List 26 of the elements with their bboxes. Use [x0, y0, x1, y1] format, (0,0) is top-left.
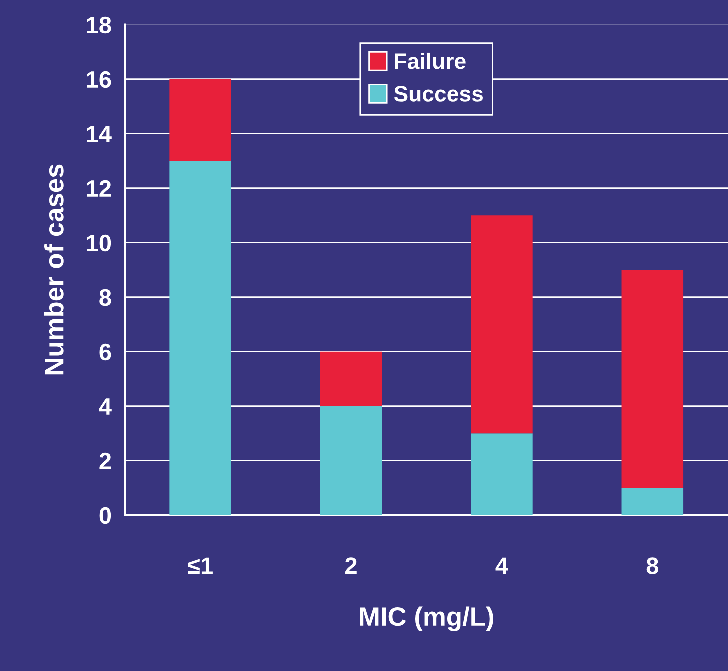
legend-label: Success: [394, 86, 484, 102]
x-tick-label: ≤1: [188, 558, 213, 574]
bar: [471, 216, 533, 434]
y-tick-label: 10: [87, 234, 112, 252]
x-axis-title: MIC (mg/L): [360, 606, 494, 632]
legend-label: Failure: [395, 52, 466, 70]
y-tick-label: 6: [100, 344, 112, 361]
x-tick-label: 4: [496, 558, 508, 574]
x-tick-label: 2: [346, 558, 357, 574]
y-tick-label: 12: [87, 180, 112, 197]
bar: [471, 434, 533, 516]
bar: [170, 79, 232, 162]
y-tick-label: 14: [87, 126, 112, 142]
y-tick-label: 4: [99, 398, 112, 415]
x-tick-label: 8: [646, 558, 658, 574]
bar: [170, 161, 232, 516]
bar: [320, 352, 382, 406]
y-tick-label: 18: [87, 16, 112, 34]
y-tick-label: 16: [87, 71, 112, 88]
y-tick-label: 8: [100, 289, 112, 306]
bar: [622, 488, 684, 516]
y-tick-label: 2: [100, 452, 112, 470]
bar: [320, 406, 382, 516]
bar: [622, 270, 684, 488]
y-tick-label: 0: [100, 507, 112, 524]
y-axis-title: Number of cases: [44, 164, 64, 375]
